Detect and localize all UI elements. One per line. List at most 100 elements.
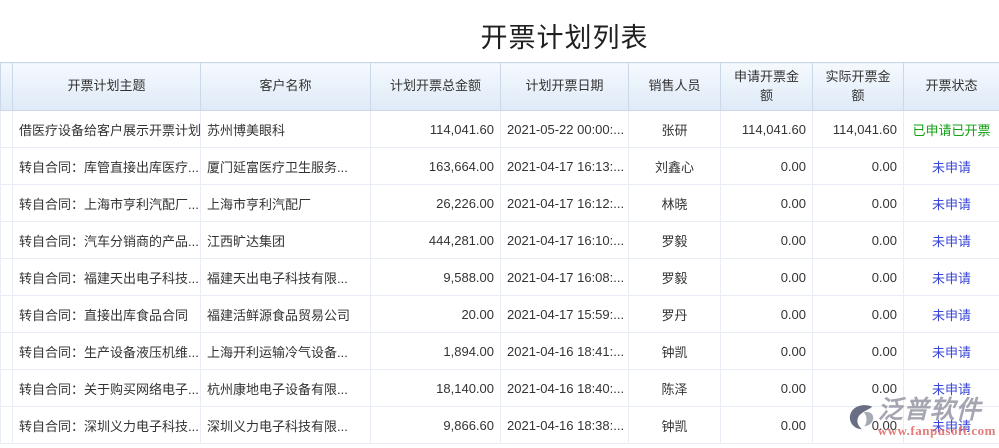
col-header-actual-amount: 实际开票金额 xyxy=(812,62,904,111)
invoice-status: 未申请 xyxy=(903,406,999,444)
table-row: 转自合同：深圳义力电子科技... 深圳义力电子科技有限... 9,866.60 202… xyxy=(0,406,999,444)
row-spacer-cell xyxy=(0,406,13,444)
applied-invoice-amount: 0.00 xyxy=(720,295,813,333)
planned-invoice-date: 2021-04-16 18:41:... xyxy=(500,332,629,370)
applied-invoice-amount: 0.00 xyxy=(720,369,813,407)
planned-total-amount: 9,866.60 xyxy=(370,406,501,444)
planned-invoice-date: 2021-04-17 16:12:... xyxy=(500,184,629,222)
salesperson-link[interactable]: 罗毅 xyxy=(628,221,721,259)
table-row: 转自合同：福建天出电子科技... 福建天出电子科技有限... 9,588.00 202… xyxy=(0,258,999,296)
customer-name-link[interactable]: 杭州康地电子设备有限... xyxy=(200,369,371,407)
planned-invoice-date: 2021-04-17 15:59:... xyxy=(500,295,629,333)
row-spacer-cell xyxy=(0,295,13,333)
table-row: 转自合同：汽车分销商的产品... 江西旷达集团 444,281.00 2021-04-… xyxy=(0,221,999,259)
customer-name-link[interactable]: 上海市亨利汽配厂 xyxy=(200,184,371,222)
invoice-plan-table: 开票计划主题 客户名称 计划开票总金额 计划开票日期 销售人员 申请开票金额 实… xyxy=(0,62,999,444)
invoice-status: 已申请已开票 xyxy=(903,110,999,148)
actual-invoice-amount: 0.00 xyxy=(812,369,904,407)
applied-invoice-amount: 0.00 xyxy=(720,221,813,259)
planned-total-amount: 114,041.60 xyxy=(370,110,501,148)
actual-invoice-amount: 0.00 xyxy=(812,147,904,185)
row-spacer-cell xyxy=(0,369,13,407)
applied-invoice-amount: 0.00 xyxy=(720,332,813,370)
customer-name-link[interactable]: 福建天出电子科技有限... xyxy=(200,258,371,296)
invoice-plan-subject-link[interactable]: 转自合同：库管直接出库医疗... xyxy=(12,147,201,185)
actual-invoice-amount: 0.00 xyxy=(812,184,904,222)
customer-name-link[interactable]: 上海开利运输冷气设备... xyxy=(200,332,371,370)
table-row: 转自合同：直接出库食品合同 福建活鲜源食品贸易公司 20.00 2021-04-17 … xyxy=(0,295,999,333)
planned-total-amount: 163,664.00 xyxy=(370,147,501,185)
invoice-status: 未申请 xyxy=(903,147,999,185)
planned-total-amount: 1,894.00 xyxy=(370,332,501,370)
salesperson-link[interactable]: 刘鑫心 xyxy=(628,147,721,185)
col-header-spacer xyxy=(0,62,13,111)
table-row: 转自合同：库管直接出库医疗... 厦门延富医疗卫生服务... 163,664.00 2… xyxy=(0,147,999,185)
salesperson-link[interactable]: 罗丹 xyxy=(628,295,721,333)
applied-invoice-amount: 0.00 xyxy=(720,258,813,296)
col-header-applied-amount: 申请开票金额 xyxy=(720,62,813,111)
row-spacer-cell xyxy=(0,147,13,185)
table-row: 转自合同：关于购买网络电子... 杭州康地电子设备有限... 18,140.00 20… xyxy=(0,369,999,407)
table-row: 借医疗设备给客户展示开票计划 苏州博美眼科 114,041.60 2021-05-22… xyxy=(0,110,999,148)
table-row: 转自合同：上海市亨利汽配厂... 上海市亨利汽配厂 26,226.00 2021-04… xyxy=(0,184,999,222)
col-header-subject: 开票计划主题 xyxy=(12,62,201,111)
invoice-plan-subject-link[interactable]: 借医疗设备给客户展示开票计划 xyxy=(12,110,201,148)
customer-name-link[interactable]: 江西旷达集团 xyxy=(200,221,371,259)
actual-invoice-amount: 0.00 xyxy=(812,221,904,259)
invoice-plan-subject-link[interactable]: 转自合同：关于购买网络电子... xyxy=(12,369,201,407)
planned-total-amount: 9,588.00 xyxy=(370,258,501,296)
col-header-status: 开票状态 xyxy=(903,62,999,111)
customer-name-link[interactable]: 苏州博美眼科 xyxy=(200,110,371,148)
col-header-customer: 客户名称 xyxy=(200,62,371,111)
invoice-plan-subject-link[interactable]: 转自合同：深圳义力电子科技... xyxy=(12,406,201,444)
invoice-status: 未申请 xyxy=(903,221,999,259)
actual-invoice-amount: 114,041.60 xyxy=(812,110,904,148)
invoice-plan-subject-link[interactable]: 转自合同：上海市亨利汽配厂... xyxy=(12,184,201,222)
planned-invoice-date: 2021-05-22 00:00:... xyxy=(500,110,629,148)
customer-name-link[interactable]: 厦门延富医疗卫生服务... xyxy=(200,147,371,185)
invoice-plan-subject-link[interactable]: 转自合同：直接出库食品合同 xyxy=(12,295,201,333)
page-title: 开票计划列表 xyxy=(480,23,649,53)
applied-invoice-amount: 0.00 xyxy=(720,147,813,185)
planned-total-amount: 20.00 xyxy=(370,295,501,333)
planned-total-amount: 18,140.00 xyxy=(370,369,501,407)
planned-total-amount: 444,281.00 xyxy=(370,221,501,259)
table-header: 开票计划主题 客户名称 计划开票总金额 计划开票日期 销售人员 申请开票金额 实… xyxy=(0,62,999,111)
applied-invoice-amount: 0.00 xyxy=(720,406,813,444)
planned-invoice-date: 2021-04-16 18:40:... xyxy=(500,369,629,407)
salesperson-link[interactable]: 钟凯 xyxy=(628,332,721,370)
planned-invoice-date: 2021-04-17 16:13:... xyxy=(500,147,629,185)
invoice-plan-subject-link[interactable]: 转自合同：生产设备液压机维... xyxy=(12,332,201,370)
invoice-status: 未申请 xyxy=(903,184,999,222)
salesperson-link[interactable]: 张研 xyxy=(628,110,721,148)
planned-invoice-date: 2021-04-17 16:10:... xyxy=(500,221,629,259)
invoice-status: 未申请 xyxy=(903,332,999,370)
salesperson-link[interactable]: 陈泽 xyxy=(628,369,721,407)
actual-invoice-amount: 0.00 xyxy=(812,295,904,333)
salesperson-link[interactable]: 林晓 xyxy=(628,184,721,222)
planned-invoice-date: 2021-04-17 16:08:... xyxy=(500,258,629,296)
row-spacer-cell xyxy=(0,184,13,222)
row-spacer-cell xyxy=(0,332,13,370)
invoice-plan-subject-link[interactable]: 转自合同：汽车分销商的产品... xyxy=(12,221,201,259)
customer-name-link[interactable]: 深圳义力电子科技有限... xyxy=(200,406,371,444)
invoice-plan-subject-link[interactable]: 转自合同：福建天出电子科技... xyxy=(12,258,201,296)
applied-invoice-amount: 114,041.60 xyxy=(720,110,813,148)
customer-name-link[interactable]: 福建活鲜源食品贸易公司 xyxy=(200,295,371,333)
row-spacer-cell xyxy=(0,110,13,148)
planned-total-amount: 26,226.00 xyxy=(370,184,501,222)
col-header-planned-total: 计划开票总金额 xyxy=(370,62,501,111)
title-bar: 开票计划列表 xyxy=(0,0,999,55)
invoice-status: 未申请 xyxy=(903,369,999,407)
actual-invoice-amount: 0.00 xyxy=(812,406,904,444)
row-spacer-cell xyxy=(0,258,13,296)
planned-invoice-date: 2021-04-16 18:38:... xyxy=(500,406,629,444)
salesperson-link[interactable]: 钟凯 xyxy=(628,406,721,444)
actual-invoice-amount: 0.00 xyxy=(812,258,904,296)
salesperson-link[interactable]: 罗毅 xyxy=(628,258,721,296)
table-row: 转自合同：生产设备液压机维... 上海开利运输冷气设备... 1,894.00 202… xyxy=(0,332,999,370)
actual-invoice-amount: 0.00 xyxy=(812,332,904,370)
col-header-salesperson: 销售人员 xyxy=(628,62,721,111)
applied-invoice-amount: 0.00 xyxy=(720,184,813,222)
